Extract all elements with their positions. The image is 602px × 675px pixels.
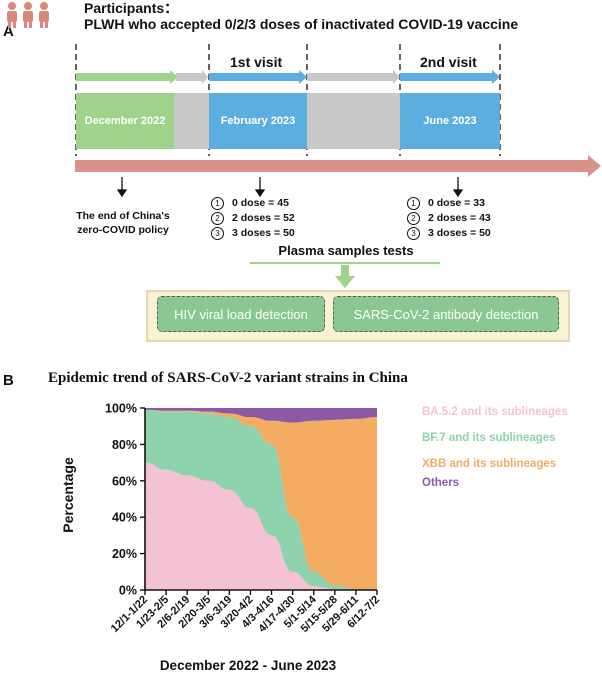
panel-a-letter: A — [3, 23, 14, 40]
legend-xbb: XBB and its sublineages — [422, 458, 557, 470]
participants-icon — [7, 2, 49, 28]
area-series-2 — [145, 409, 377, 590]
circled-number: 1 — [211, 196, 224, 210]
circled-number: 2 — [407, 211, 420, 225]
first-visit-label: 1st visit — [230, 54, 283, 70]
circled-number: 3 — [211, 226, 224, 240]
participants-description: PLWH who accepted 0/2/3 doses of inactiv… — [84, 16, 519, 32]
legend-others: Others — [422, 477, 460, 489]
second-visit-label: 2nd visit — [420, 54, 477, 70]
legend-bf7: BF.7 and its sublineages — [422, 432, 556, 444]
period-arrows — [76, 70, 500, 84]
variant-area-chart: 0%20%40%60%80%100% 12/1-1/221/23-2/52/6-… — [60, 402, 382, 674]
chart-title: Epidemic trend of SARS-CoV-2 variant str… — [48, 370, 408, 386]
y-tick-label: 0% — [119, 584, 137, 598]
policy-line-1: The end of China's — [76, 210, 170, 222]
tests-underline — [250, 262, 440, 264]
y-tick-label: 60% — [112, 474, 137, 488]
circled-number: 2 — [211, 211, 224, 225]
timeline-arrow — [75, 155, 601, 177]
plasma-tests-title: Plasma samples tests — [278, 243, 414, 258]
participants-label: Participants： — [84, 0, 179, 16]
antibody-detection-box: SARS-CoV-2 antibody detection — [333, 296, 559, 332]
policy-end-note: The end of China's zero-COVID policy — [62, 209, 184, 237]
legend-ba52: BA.5.2 and its sublineages — [422, 406, 568, 418]
policy-line-2: zero-COVID policy — [77, 224, 169, 236]
y-tick-label: 20% — [112, 547, 137, 561]
panel-b-letter: B — [3, 372, 14, 389]
y-axis-label: Percentage — [60, 457, 76, 533]
period-december-2022: December 2022 — [76, 93, 174, 149]
area-series-3 — [145, 408, 377, 423]
hiv-detection-box: HIV viral load detection — [157, 296, 325, 332]
y-tick-label: 80% — [112, 438, 137, 452]
down-arrow-icon — [335, 265, 355, 288]
area-series-0 — [145, 462, 377, 590]
event-pointers — [116, 177, 464, 198]
circled-number: 3 — [407, 226, 420, 240]
chart-legend: BA.5.2 and its sublineages BF.7 and its … — [422, 406, 568, 489]
area-series-1 — [145, 409, 377, 590]
y-tick-label: 100% — [105, 402, 137, 416]
period-june-2023: June 2023 — [400, 93, 500, 149]
y-tick-label: 40% — [112, 511, 137, 525]
x-axis-label: December 2022 - June 2023 — [160, 658, 337, 673]
circled-number: 1 — [407, 196, 420, 210]
period-february-2023: February 2023 — [209, 93, 307, 149]
